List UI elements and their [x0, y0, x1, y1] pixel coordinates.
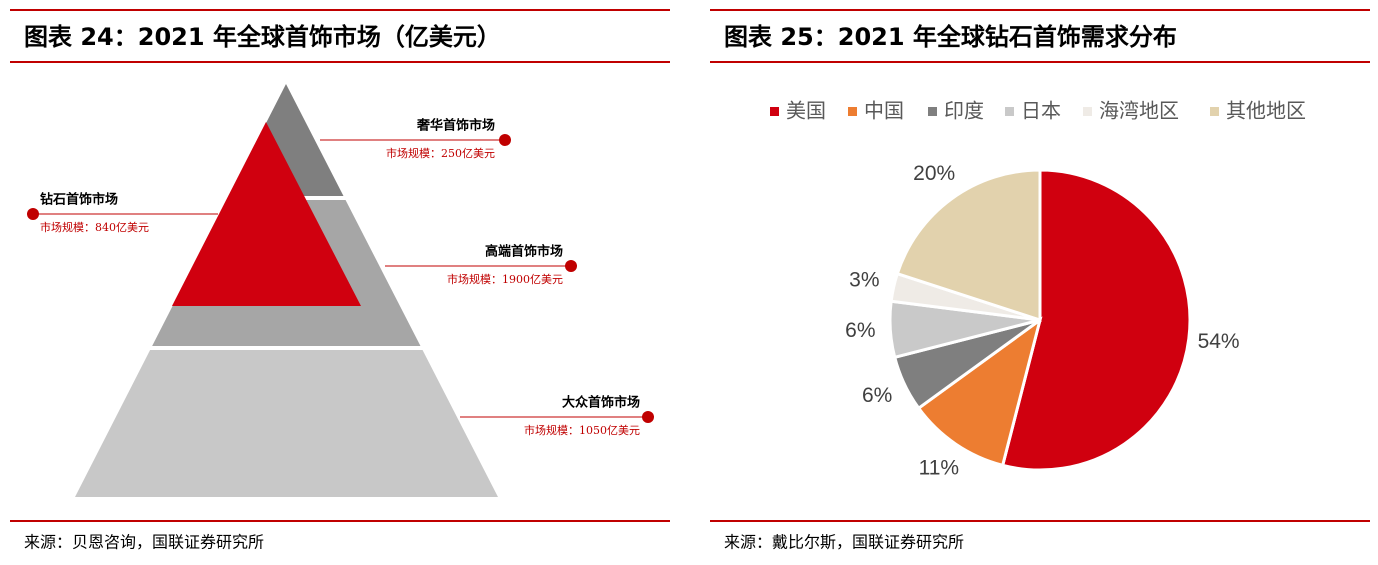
legend-swatch — [770, 107, 779, 116]
source: 来源：戴比尔斯，国联证券研究所 — [724, 533, 964, 552]
right-panel: 图表 25：2021 年全球钻石首饰需求分布 来源：戴比尔斯，国联证券研究所 — [710, 9, 1370, 552]
value-label: 市场规模：840亿美元 — [40, 220, 149, 234]
pie-slice — [895, 168, 1042, 323]
legend-label: 日本 — [1021, 99, 1061, 123]
legend-swatch — [848, 107, 857, 116]
layer-name: 钻石首饰市场 — [40, 192, 118, 208]
legend-label: 中国 — [864, 99, 904, 123]
value-label: 市场规模：1050亿美元 — [524, 423, 640, 437]
left-panel: 图表 24：2021 年全球首饰市场（亿美元） 来源：贝恩咨询，国联证券研究所 — [10, 9, 670, 552]
legend-swatch — [1083, 107, 1092, 116]
source: 来源：贝恩咨询，国联证券研究所 — [24, 533, 264, 552]
pie-slice — [1000, 168, 1192, 472]
slice-label: 11% — [919, 456, 959, 479]
slice-label: 6% — [862, 384, 892, 407]
legend-label: 印度 — [944, 99, 984, 123]
legend-label: 美国 — [786, 99, 826, 123]
chart-title: 图表 24：2021 年全球首饰市场（亿美元） — [24, 23, 501, 51]
slice-label: 54% — [1198, 330, 1240, 353]
chart-title: 图表 25：2021 年全球钻石首饰需求分布 — [724, 23, 1177, 51]
slice-label: 3% — [849, 268, 879, 291]
layer-name: 大众首饰市场 — [562, 395, 640, 411]
legend-label: 其他地区 — [1226, 99, 1306, 123]
legend-swatch — [1210, 107, 1219, 116]
callout-dot — [642, 411, 654, 423]
value-label: 市场规模：1900亿美元 — [447, 272, 563, 286]
legend-label: 海湾地区 — [1099, 99, 1179, 123]
layer-name: 高端首饰市场 — [485, 244, 563, 260]
pyramid-layer — [172, 122, 361, 306]
legend-swatch — [1005, 107, 1014, 116]
pie-slice — [916, 316, 1043, 468]
callout-dot — [565, 260, 577, 272]
slice-label: 6% — [845, 319, 875, 342]
layer-name: 奢华首饰市场 — [416, 118, 495, 134]
callout-dot — [499, 134, 511, 146]
callout-dot — [27, 208, 39, 220]
slice-label: 20% — [913, 162, 955, 185]
value-label: 市场规模：250亿美元 — [386, 146, 495, 160]
pyramid-layer — [75, 350, 498, 497]
legend-swatch — [928, 107, 937, 116]
